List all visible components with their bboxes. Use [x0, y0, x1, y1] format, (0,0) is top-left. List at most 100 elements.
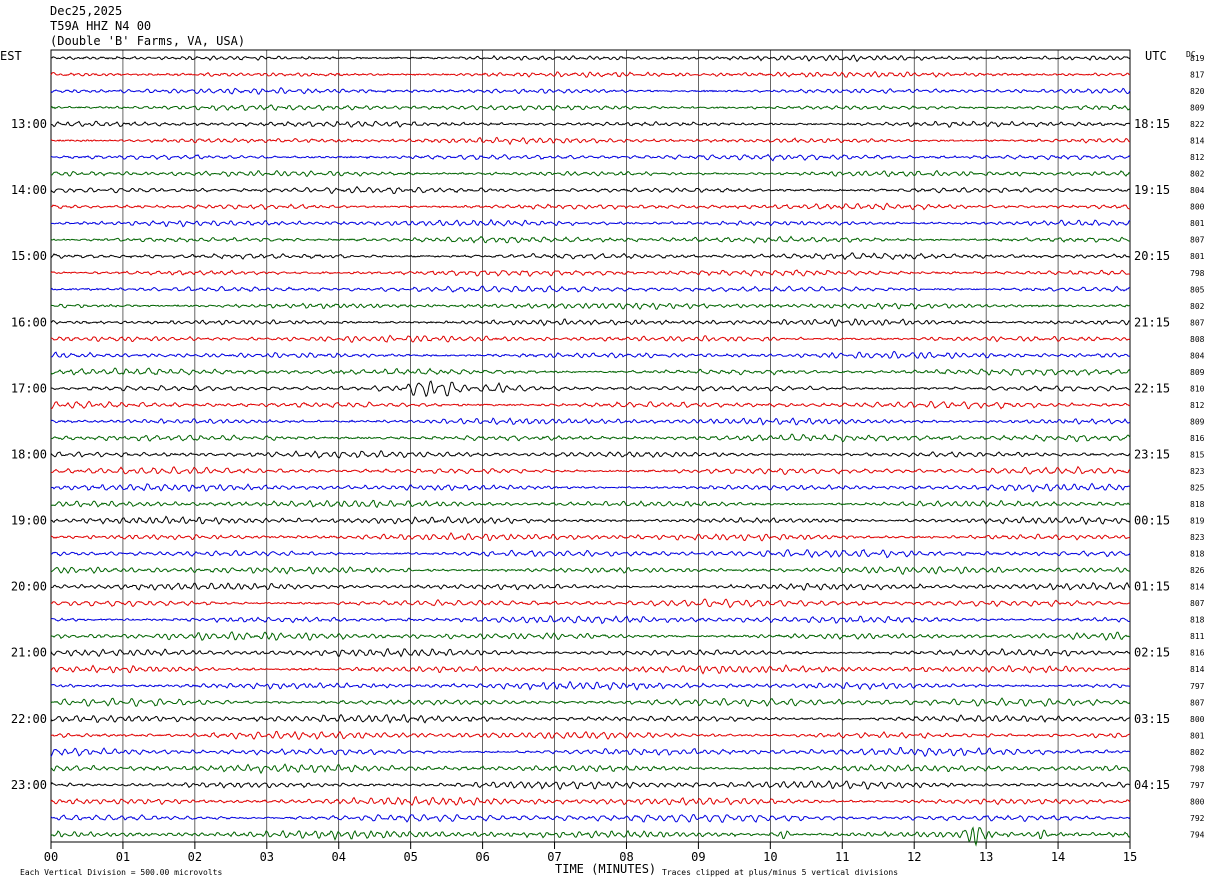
right-hour-label: 22:15 [1134, 381, 1170, 395]
right-hour-label: 03:15 [1134, 712, 1170, 726]
right-hour-label: 18:15 [1134, 117, 1170, 131]
trace-row [50, 813, 1131, 823]
x-tick-label: 07 [547, 850, 561, 864]
right-hour-label: 21:15 [1134, 315, 1170, 329]
dc-offset-label: 826 [1190, 566, 1205, 575]
left-hour-label: 17:00 [11, 381, 47, 395]
plot-frame [50, 49, 1131, 843]
x-tick-label: 11 [835, 850, 849, 864]
right-hour-label: 20:15 [1134, 249, 1170, 263]
scale-note: Each Vertical Division = 500.00 microvol… [20, 868, 222, 877]
x-tick-label: 08 [619, 850, 633, 864]
x-tick-label: 04 [332, 850, 346, 864]
left-hour-label: 14:00 [11, 183, 47, 197]
chart-labels: EST UTC DC TIME (MINUTES) Each Vertical … [0, 49, 1205, 877]
dc-offset-label: 812 [1190, 401, 1205, 410]
dc-offset-label: 818 [1190, 550, 1205, 559]
dc-offset-label: 812 [1190, 153, 1205, 162]
chart-grid [50, 49, 1131, 849]
x-tick-label: 01 [116, 850, 130, 864]
dc-offset-label: 819 [1190, 517, 1205, 526]
dc-offset-label: 800 [1190, 203, 1205, 212]
dc-offset-label: 818 [1190, 500, 1205, 509]
x-tick-label: 14 [1051, 850, 1065, 864]
dc-offset-label: 815 [1190, 450, 1205, 459]
dc-offset-label: 823 [1190, 533, 1205, 542]
dc-offset-label: 809 [1190, 104, 1205, 113]
left-hour-label: 16:00 [11, 315, 47, 329]
dc-label: DC [1186, 50, 1196, 59]
dc-offset-label: 797 [1190, 781, 1205, 790]
trace-row [50, 664, 1131, 675]
dc-offset-label: 792 [1190, 814, 1205, 823]
trace-row [50, 747, 1131, 758]
trace-row [50, 400, 1131, 410]
dc-offset-label: 797 [1190, 682, 1205, 691]
trace-row [50, 697, 1131, 708]
trace-row [50, 120, 1131, 128]
dc-offset-label: 801 [1190, 252, 1205, 261]
left-hour-label: 13:00 [11, 117, 47, 131]
dc-offset-label: 802 [1190, 170, 1205, 179]
x-tick-label: 15 [1123, 850, 1137, 864]
trace-row [50, 104, 1131, 111]
dc-offset-label: 814 [1190, 665, 1205, 674]
dc-offset-label: 814 [1190, 583, 1205, 592]
left-hour-label: 21:00 [11, 646, 47, 660]
dc-offset-label: 798 [1190, 269, 1205, 278]
trace-row [50, 202, 1131, 211]
trace-row [50, 269, 1131, 278]
right-hour-label: 04:15 [1134, 778, 1170, 792]
dc-offset-label: 800 [1190, 797, 1205, 806]
x-tick-label: 00 [44, 850, 58, 864]
trace-row [50, 252, 1131, 261]
trace-row [50, 465, 1131, 476]
left-hour-label: 18:00 [11, 447, 47, 461]
dc-offset-label: 810 [1190, 384, 1205, 393]
dc-offset-label: 816 [1190, 434, 1205, 443]
dc-offset-label: 816 [1190, 649, 1205, 658]
trace-row [50, 449, 1131, 459]
trace-row [50, 763, 1131, 775]
dc-offset-label: 804 [1190, 186, 1205, 195]
left-hour-label: 15:00 [11, 249, 47, 263]
trace-row [50, 566, 1131, 576]
dc-offset-label: 798 [1190, 764, 1205, 773]
trace-row [51, 350, 1131, 360]
dc-offset-label: 801 [1190, 219, 1205, 228]
trace-row [51, 433, 1131, 443]
trace-row [50, 54, 1131, 63]
dc-offset-label: 814 [1190, 137, 1205, 146]
right-hour-label: 01:15 [1134, 580, 1170, 594]
dc-offset-label: 801 [1190, 731, 1205, 740]
dc-offset-label: 822 [1190, 120, 1205, 129]
trace-row [50, 631, 1131, 641]
trace-row [50, 581, 1131, 591]
trace-row [50, 826, 1131, 847]
trace-row [50, 598, 1131, 609]
right-hour-label: 00:15 [1134, 514, 1170, 528]
clip-note: Traces clipped at plus/minus 5 vertical … [662, 868, 898, 877]
dc-offset-label: 817 [1190, 71, 1205, 80]
right-timezone-label: UTC [1145, 49, 1167, 63]
trace-row [50, 136, 1131, 146]
trace-row [50, 235, 1131, 244]
trace-row [50, 417, 1131, 426]
trace-row [50, 334, 1131, 343]
right-hour-label: 19:15 [1134, 183, 1170, 197]
trace-row [50, 302, 1130, 310]
x-tick-label: 05 [403, 850, 417, 864]
trace-row [50, 548, 1131, 559]
left-hour-label: 23:00 [11, 778, 47, 792]
x-tick-label: 06 [475, 850, 489, 864]
left-timezone-label: EST [0, 49, 22, 63]
x-tick-label: 03 [260, 850, 274, 864]
dc-offset-label: 807 [1190, 318, 1205, 327]
right-hour-label: 23:15 [1134, 447, 1170, 461]
trace-row [50, 499, 1131, 509]
left-hour-label: 20:00 [11, 580, 47, 594]
trace-row [50, 318, 1131, 327]
trace-row [50, 87, 1131, 95]
dc-offset-label: 802 [1190, 302, 1205, 311]
